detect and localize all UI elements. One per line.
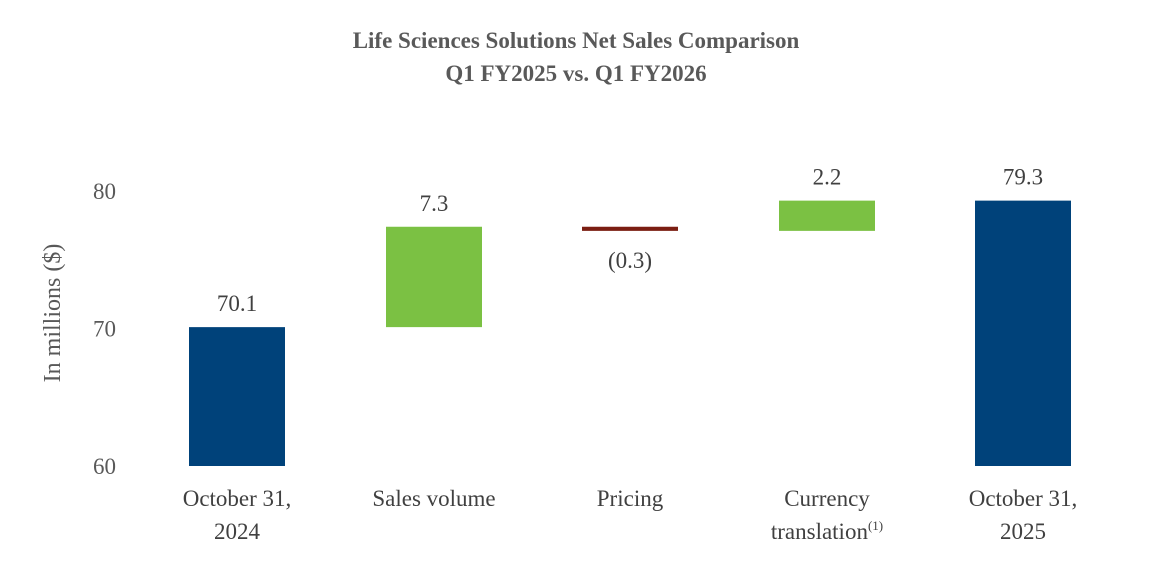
category-label: October 31, (969, 486, 1078, 511)
data-label: 7.3 (420, 191, 449, 216)
bar-increase (779, 200, 875, 231)
category-label: 2024 (214, 519, 261, 544)
y-axis-label: In millions ($) (40, 244, 66, 383)
chart-title: Life Sciences Solutions Net Sales Compar… (353, 28, 800, 53)
bar-total (975, 200, 1071, 466)
bar-increase (386, 226, 482, 328)
y-tick-label: 60 (93, 454, 116, 479)
category-label: Pricing (597, 486, 664, 511)
bar-total (189, 327, 285, 466)
x-axis-labels: October 31, 2024 Sales volume Pricing Curren… (183, 486, 1078, 544)
category-label: Currency (784, 486, 870, 511)
data-label: 2.2 (813, 165, 842, 190)
data-label: 79.3 (1003, 165, 1043, 190)
data-label: 70.1 (217, 291, 257, 316)
data-labels-group: 70.1 7.3 (0.3) 2.2 79.3 (217, 165, 1043, 317)
bar-decrease (582, 226, 678, 231)
y-tick-label: 80 (93, 179, 116, 204)
data-label: (0.3) (608, 248, 652, 273)
chart-subtitle: Q1 FY2025 vs. Q1 FY2026 (445, 61, 706, 86)
category-label: translation(1) (771, 518, 883, 544)
bars-group (189, 200, 1071, 466)
y-tick-label: 70 (93, 317, 116, 342)
category-label: 2025 (1000, 519, 1046, 544)
y-axis-ticks: 60 70 80 (93, 179, 116, 479)
category-label: Sales volume (372, 486, 495, 511)
category-label: October 31, (183, 486, 292, 511)
